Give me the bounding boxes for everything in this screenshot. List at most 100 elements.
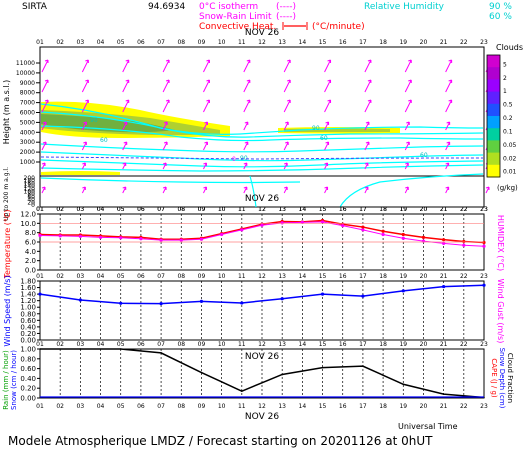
temp-top-hour-tick-label-23: 23 [480, 206, 488, 213]
wind-panel: 01 02 03 04 05 06 07 08 09 10 11 12 13 14 15 16 17 18 19 20… [3, 273, 505, 347]
top-hour-tick-label-14: 14 [299, 39, 307, 46]
colorbar-swatch-7 [487, 140, 500, 154]
snow-axis-label: Snow (cm / hour) [10, 350, 18, 410]
lowheight-tick-label-80: 80 [27, 191, 35, 198]
wind-barb-r6-c11 [485, 186, 490, 194]
wind-barb-r5-c10 [445, 162, 450, 170]
wind-top-hour-tick-label-23: 23 [480, 273, 488, 280]
precip-top-hour-tick-label-13: 13 [278, 341, 286, 348]
precip-date-label: NOV 26 [245, 352, 279, 362]
wind-ytick-label-0.20: 0.20 [20, 330, 36, 338]
temp-top-hour-tick-label-13: 13 [278, 206, 286, 213]
wind-barb-r3-c5 [243, 121, 249, 131]
bottom-hour-tick-label-05: 05 [117, 403, 125, 410]
wind-barb-r3-c1 [81, 121, 87, 131]
temp-series-0-point-20 [442, 238, 446, 242]
panel1-hour-tick-label-09: 09 [198, 206, 206, 213]
wind-series-0-point-11 [482, 283, 486, 287]
wind-barb-r5-c2 [122, 162, 127, 170]
precip-top-hour-tick-label-01: 01 [36, 341, 44, 348]
wind-barb-r6-c3 [162, 186, 167, 194]
precip-series-0-point-10 [442, 393, 445, 395]
wind-barb-r2-c8 [364, 99, 372, 113]
universal-time-label: Universal Time [398, 422, 458, 431]
temp-top-hour-tick-label-07: 07 [157, 206, 165, 213]
temp-series-1-point-8 [199, 237, 204, 241]
panel1-hour-tick-label-23: 23 [480, 206, 488, 213]
wind-barb-r2-c2 [122, 99, 130, 113]
panel1-hour-tick-label-22: 22 [460, 206, 468, 213]
height-tick-label-4000: 4000 [20, 129, 35, 136]
rh-contour-5 [40, 159, 484, 168]
wind-barb-r4-c1 [81, 141, 87, 151]
height-tick-label-7000: 7000 [20, 100, 35, 107]
wind-barb-r0-c0 [41, 59, 49, 73]
temp-ytick-label-10.0: 10.0 [20, 220, 36, 228]
wind-top-hour-tick-label-07: 07 [157, 273, 165, 280]
wind-barb-r5-c3 [162, 162, 167, 170]
wind-barb-r2-c10 [445, 99, 453, 113]
wind-barb-r1-c3 [162, 79, 170, 93]
top-hour-tick-label-06: 06 [137, 39, 145, 46]
lowheight-tick-label-160: 160 [24, 180, 36, 187]
temp-top-hour-tick-label-12: 12 [258, 206, 266, 213]
wind-top-hour-tick-label-09: 09 [198, 273, 206, 280]
panel1-hour-tick-label-13: 13 [278, 206, 286, 213]
wind-series-0-point-1 [78, 298, 82, 302]
precip-top-hour-tick-label-23: 23 [480, 341, 488, 348]
wind-barb-r4-c2 [122, 141, 128, 151]
panel1-hour-tick-label-16: 16 [339, 206, 347, 213]
lowheight-tick-label-140: 140 [24, 183, 36, 190]
panel1-hour-tick-label-02: 02 [56, 206, 64, 213]
bottom-hour-tick-label-18: 18 [379, 403, 387, 410]
bottom-hour-tick-label-06: 06 [137, 403, 145, 410]
rh-contour-4 [40, 151, 484, 162]
panel1-hour-tick-label-19: 19 [399, 206, 407, 213]
wind-barb-r6-c8 [364, 186, 369, 194]
wind-barb-r5-c5 [243, 162, 248, 170]
wind-barb-r3-c7 [324, 121, 330, 131]
wind-barb-r4-c0 [41, 141, 47, 151]
temp-series-1-point-21 [462, 243, 466, 247]
panel1-hour-tick-label-11: 11 [238, 206, 246, 213]
bottom-hour-tick-label-07: 07 [157, 403, 165, 410]
bottom-hour-tick-label-10: 10 [218, 403, 226, 410]
temp-series-1-point-3 [98, 235, 103, 239]
cloud-height-panel: 01 02 03 04 05 06 07 08 09 10 11 12 13 14 15 16 17 18 19 20… [2, 28, 493, 221]
wind-ytick-label-0.80: 0.80 [20, 310, 36, 318]
precip-top-hour-tick-label-06: 06 [137, 341, 145, 348]
wind-series-0-point-10 [442, 284, 446, 289]
bottom-hour-tick-label-15: 15 [319, 403, 327, 410]
panel1-hour-tick-label-17: 17 [359, 206, 367, 213]
wind-barb-r2-c6 [283, 99, 291, 113]
bottom-hour-tick-label-09: 09 [198, 403, 206, 410]
top-hour-tick-label-19: 19 [399, 39, 407, 46]
wind-ytick-label-1.20: 1.20 [20, 297, 36, 305]
wind-barb-r6-c9 [404, 186, 409, 194]
wind-series-0-point-8 [361, 294, 365, 298]
temp-top-hour-tick-label-09: 09 [198, 206, 206, 213]
wind-top-hour-tick-label-04: 04 [97, 273, 105, 280]
cloud-blob-yellow-low [41, 171, 120, 175]
wind-barb-r2-c9 [404, 99, 412, 113]
lowheight-tick-label-200: 200 [24, 175, 36, 182]
colorbar-title: Clouds [496, 43, 523, 52]
height-tick-label-6000: 6000 [20, 110, 35, 117]
wind-barb-r2-c0 [41, 99, 49, 113]
panel1-hour-tick-label-04: 04 [97, 206, 105, 213]
rh-legend: Relative Humidity [364, 2, 445, 12]
isotherm-line [40, 156, 484, 160]
wind-top-hour-tick-label-11: 11 [238, 273, 246, 280]
top-hour-tick-label-17: 17 [359, 39, 367, 46]
temp-series-1-point-1 [58, 234, 62, 238]
temp-series-0-point-19 [421, 235, 426, 239]
colorbar-unit: (g/kg) [497, 184, 518, 192]
precip-ytick-label-0.40: 0.40 [20, 375, 36, 383]
rh-contour-label-2: 90 [312, 125, 320, 132]
cloud-date-label-lower: NOV 26 [245, 194, 279, 204]
site-label: SIRTA [22, 2, 48, 12]
lowheight-tick-label-20: 20 [27, 199, 35, 206]
precip-top-hour-tick-label-10: 10 [218, 341, 226, 348]
isotherm-legend-symbol: (----) [276, 2, 296, 12]
wind-barb-r1-c4 [203, 79, 210, 93]
